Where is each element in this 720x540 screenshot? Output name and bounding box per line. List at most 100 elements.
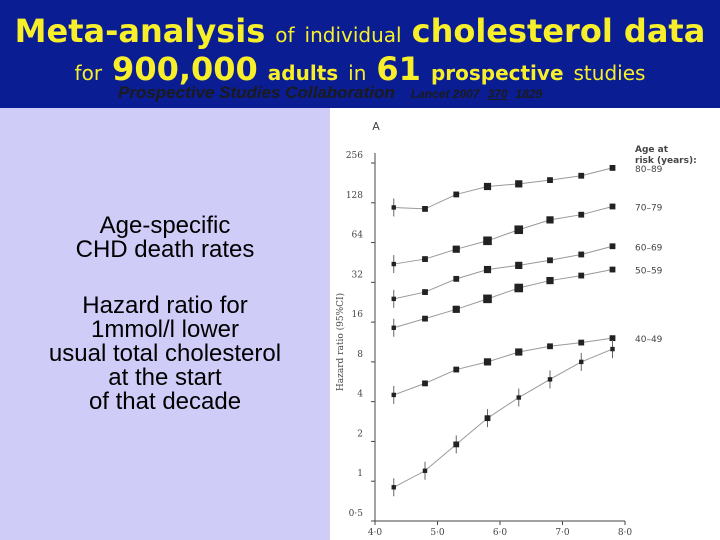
data-point (422, 380, 428, 387)
hazard-ratio-description: Hazard ratio for 1mmol/l lower usual tot… (0, 294, 330, 414)
title-line-2: for 900,000 adults in 61 prospective studies (0, 50, 720, 88)
data-point (609, 335, 616, 342)
data-point (452, 305, 460, 313)
journal-volume: 370 (487, 87, 508, 101)
y-tick-label: 64 (352, 231, 364, 241)
data-point (391, 485, 396, 490)
data-point (422, 206, 428, 212)
legend-entry: 80–89 (635, 165, 663, 175)
data-point (422, 315, 428, 322)
data-point (516, 395, 521, 400)
data-point (515, 261, 523, 269)
x-tick-label: 6·0 (493, 528, 508, 538)
panel-label: A (372, 120, 380, 133)
data-point (422, 289, 428, 295)
data-point (579, 359, 584, 365)
data-point (483, 182, 492, 191)
series-line (393, 269, 613, 329)
data-point (422, 468, 428, 473)
journal-pages: 1829 (515, 87, 543, 101)
data-point (547, 257, 553, 264)
legend-title: Age at risk (years): (635, 145, 697, 166)
title-banner: Meta-analysis of individual cholesterol dat… (0, 0, 720, 108)
data-point (546, 216, 554, 224)
x-tick-label: 7·0 (555, 528, 570, 538)
title-line-1: Meta-analysis of individual cholesterol dat… (0, 12, 720, 50)
that-decade-line: of that decade (88, 388, 242, 415)
data-point (578, 339, 585, 346)
series-line (393, 245, 613, 300)
data-point (547, 377, 553, 382)
hazard-ratio-line: Hazard ratio for (82, 292, 248, 319)
data-point (453, 366, 460, 373)
title-61: 61 (376, 50, 421, 88)
y-axis-label: Hazard ratio (95%CI) (335, 293, 346, 391)
legend-entry: 40–49 (635, 335, 663, 345)
data-point (391, 325, 396, 330)
journal-name: Lancet 2007 (410, 87, 480, 101)
data-point (453, 441, 460, 448)
data-point (609, 243, 616, 250)
data-point (391, 261, 396, 267)
data-point (547, 177, 553, 184)
data-point (483, 265, 492, 274)
data-point (483, 358, 492, 366)
y-tick-label: 256 (346, 151, 363, 161)
data-point (391, 296, 396, 302)
hazard-ratio-chart: 0·5 1 2 4 8 16 32 64 128 256 4·0 5·0 6·0 7·0 8·0 Hazard… (335, 120, 697, 538)
title-prospective: prospective (430, 61, 564, 85)
x-tick-label: 8·0 (618, 528, 633, 538)
series-line (393, 205, 613, 265)
usual-total-line: usual total cholesterol (48, 340, 282, 367)
data-point (483, 236, 492, 246)
data-point (514, 283, 524, 293)
y-tick-label: 1 (357, 469, 363, 479)
lower-cholesterol-line: 1mmol/l lower (90, 316, 240, 343)
x-tick-label: 4·0 (368, 528, 383, 538)
data-point (515, 348, 523, 356)
data-point (452, 245, 460, 253)
series-line (393, 337, 613, 396)
data-point (483, 294, 492, 304)
data-point (453, 275, 460, 282)
age-specific-heading: Age-specific CHD death rates (0, 214, 330, 262)
data-point (610, 346, 615, 352)
y-tick-label: 32 (352, 270, 363, 280)
data-point (422, 256, 428, 262)
title-for: for (74, 61, 103, 85)
at-the-start-line: at the start (108, 364, 222, 391)
data-point (453, 191, 460, 198)
data-point (515, 180, 523, 188)
data-point (484, 415, 491, 422)
y-tick-label: 16 (352, 310, 364, 320)
y-tick-label: 0·5 (349, 509, 364, 519)
data-point (609, 165, 616, 171)
data-point (609, 203, 616, 210)
collaboration-name: Prospective Studies Collaboration (118, 83, 395, 102)
y-tick-label: 4 (357, 390, 363, 400)
data-point (547, 343, 553, 350)
title-900000: 900,000 (112, 50, 258, 88)
series-line (393, 167, 613, 210)
data-point (578, 272, 585, 279)
legend-entry: 70–79 (635, 203, 663, 213)
data-point (578, 211, 585, 218)
title-of: of (275, 23, 295, 47)
data-point (546, 276, 554, 285)
data-point (578, 251, 585, 258)
citation-line: Prospective Studies Collaboration Lancet … (118, 83, 542, 103)
age-specific-line: Age-specific (99, 212, 231, 239)
chd-death-rates-line: CHD death rates (75, 236, 255, 263)
title-adults: adults (267, 61, 339, 85)
data-point (391, 205, 396, 210)
x-tick-label: 5·0 (430, 528, 445, 538)
data-point (578, 172, 585, 179)
description-panel: Age-specific CHD death rates Hazard rati… (0, 108, 330, 540)
y-tick-label: 128 (346, 191, 363, 201)
series-line (393, 348, 613, 488)
title-in: in (348, 61, 367, 85)
title-cholesterol-data: cholesterol data (411, 12, 706, 50)
legend-entry: 50–59 (635, 267, 663, 277)
data-point (609, 266, 616, 273)
title-individual: individual (304, 23, 402, 47)
